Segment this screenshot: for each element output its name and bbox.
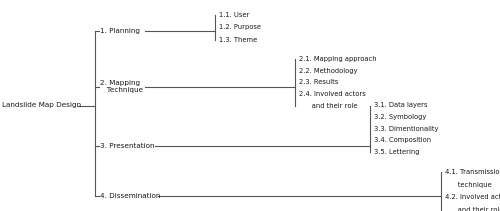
Text: 2. Mapping
   Technique: 2. Mapping Technique xyxy=(100,80,143,93)
Text: 4. Dissemination: 4. Dissemination xyxy=(100,193,160,199)
Text: 4.1. Transmission: 4.1. Transmission xyxy=(445,169,500,175)
Text: 4.2. Involved actors: 4.2. Involved actors xyxy=(445,194,500,200)
Text: Landslide Map Design: Landslide Map Design xyxy=(2,103,82,108)
Text: 1.1. User: 1.1. User xyxy=(219,12,250,18)
Text: 3.5. Lettering: 3.5. Lettering xyxy=(374,149,420,155)
Text: 1.2. Purpose: 1.2. Purpose xyxy=(219,24,261,30)
Text: and their role: and their role xyxy=(299,103,358,108)
Text: 1.3. Theme: 1.3. Theme xyxy=(219,37,257,43)
Text: 2.4. Involved actors: 2.4. Involved actors xyxy=(299,91,366,97)
Text: 3.3. Dimentionality: 3.3. Dimentionality xyxy=(374,126,438,132)
Text: 2.3. Results: 2.3. Results xyxy=(299,79,338,85)
Text: 2.2. Methodology: 2.2. Methodology xyxy=(299,68,358,74)
Text: 2.1. Mapping approach: 2.1. Mapping approach xyxy=(299,56,376,62)
Text: technique: technique xyxy=(445,182,492,188)
Text: 3.1. Data layers: 3.1. Data layers xyxy=(374,103,428,108)
Text: 1. Planning: 1. Planning xyxy=(100,28,140,34)
Text: 3.4. Composition: 3.4. Composition xyxy=(374,137,431,143)
Text: 3.2. Symbology: 3.2. Symbology xyxy=(374,114,426,120)
Text: 3. Presentation: 3. Presentation xyxy=(100,143,154,149)
Text: and their role: and their role xyxy=(445,207,500,211)
